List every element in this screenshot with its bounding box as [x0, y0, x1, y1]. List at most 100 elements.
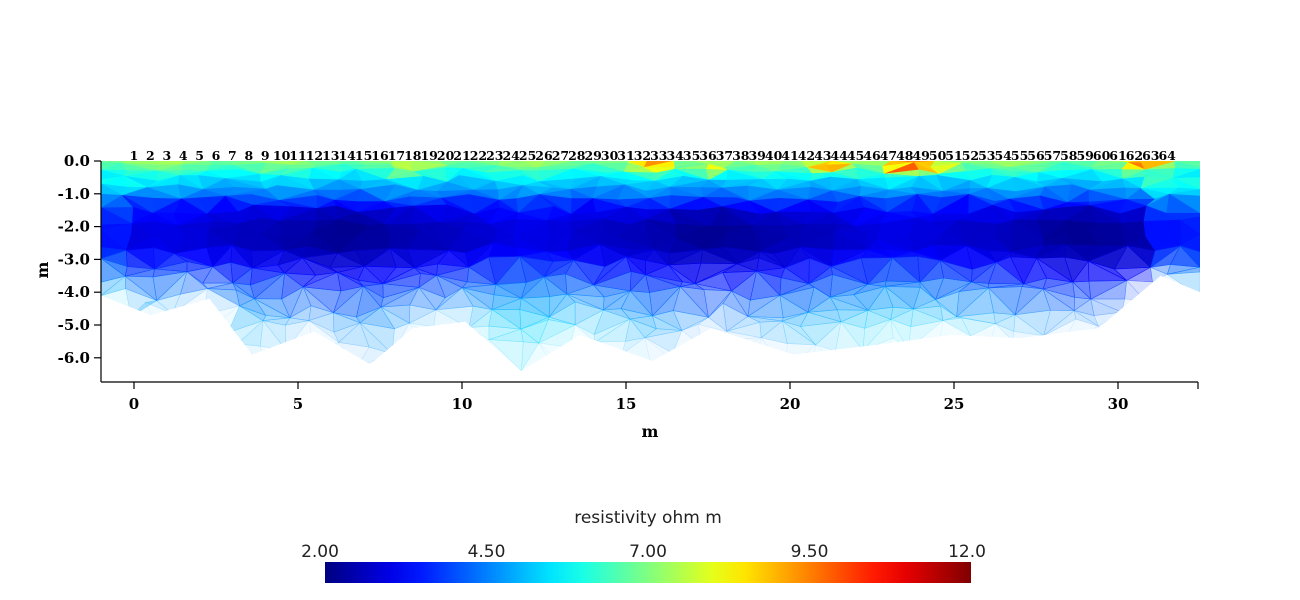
mesh-cell [707, 302, 728, 332]
colorbar-tick-label: 4.50 [468, 542, 506, 562]
electrode-label: 45 [847, 148, 864, 163]
mesh-cell [1035, 345, 1062, 361]
mesh-cell [747, 316, 783, 323]
mesh-cell [747, 316, 784, 322]
electrode-label: 4 [179, 148, 188, 163]
mesh-cell [1065, 357, 1103, 371]
mesh-cell [1120, 347, 1148, 363]
mesh-cell [913, 305, 944, 321]
mesh-cell [434, 287, 474, 311]
mesh-cell [308, 320, 339, 343]
x-tick-label: 30 [1108, 395, 1129, 413]
mesh-cell [1014, 309, 1051, 337]
mesh-cell [884, 286, 921, 310]
mesh-cell [781, 312, 809, 322]
electrode-label: 27 [552, 148, 569, 163]
mesh-cell [380, 306, 411, 330]
electrode-label: 3 [162, 148, 171, 163]
electrode-label: 21 [453, 148, 470, 163]
mesh-cell [620, 290, 654, 317]
mesh-cell [338, 322, 370, 348]
mesh-cell [1172, 321, 1201, 344]
mesh-cell [1043, 310, 1077, 336]
mesh-cell [200, 353, 229, 371]
mesh-cell [101, 275, 126, 297]
mesh-cell [262, 315, 290, 322]
mesh-cell [385, 357, 424, 371]
mesh-cell [417, 357, 435, 371]
mesh-cell [1035, 345, 1068, 366]
mesh-cell [417, 341, 447, 358]
mesh-cell [1012, 340, 1045, 360]
mesh-cell [515, 370, 548, 371]
mesh-cell [468, 305, 493, 329]
electrode-label: 54 [994, 148, 1012, 163]
mesh-cell [644, 328, 682, 338]
electrode-label: 64 [1158, 148, 1176, 163]
mesh-cell [907, 348, 939, 356]
mesh-cell [566, 293, 604, 311]
mesh-cell [1011, 339, 1037, 371]
x-axis-label: m [642, 422, 659, 441]
mesh-cell [259, 345, 287, 363]
mesh-cell [537, 324, 576, 348]
electrode-label: 34 [666, 148, 684, 163]
mesh-cell [851, 356, 890, 371]
mesh-cell [651, 310, 683, 332]
mesh-cell [157, 328, 180, 351]
electrode-label: 40 [765, 148, 783, 163]
mesh-cell [435, 274, 463, 299]
mesh-cell [538, 319, 577, 344]
mesh-cell [307, 342, 339, 359]
mesh-cell [908, 348, 939, 354]
mesh-cell [462, 339, 490, 358]
electrode-label: 30 [601, 148, 619, 163]
mesh-cell [288, 305, 312, 321]
mesh-cell [491, 309, 522, 330]
mesh-cell [1149, 304, 1180, 333]
mesh-cell [172, 313, 212, 328]
mesh-cell [568, 341, 596, 371]
mesh-cell [594, 340, 626, 355]
mesh-cell [782, 320, 816, 346]
mesh-cell [308, 312, 335, 333]
mesh-cell [1101, 357, 1130, 371]
mesh-cell [1061, 346, 1103, 359]
mesh-cell [1090, 298, 1124, 317]
mesh-cell [730, 351, 758, 371]
mesh-cell [1178, 303, 1201, 323]
mesh-cell [285, 349, 315, 359]
mesh-cell [1036, 358, 1068, 371]
mesh-cell [959, 358, 997, 371]
mesh-cell [730, 337, 762, 360]
mesh-cell [851, 356, 879, 371]
mesh-cell [1121, 328, 1154, 350]
mesh-cell [877, 355, 912, 371]
electrode-label: 33 [650, 148, 667, 163]
mesh-cell [445, 342, 474, 358]
mesh-cell [289, 286, 312, 319]
electrode-label: 20 [437, 148, 455, 163]
mesh-cell [910, 308, 944, 328]
mesh-cell [101, 365, 127, 371]
mesh-cell [785, 343, 817, 371]
mesh-cell [760, 320, 788, 344]
mesh-cell [177, 349, 203, 363]
colorbar-tick-labels: 2.00 4.50 7.00 9.50 12.0 [301, 542, 986, 562]
mesh-cell [150, 349, 180, 368]
mesh-cell [101, 339, 130, 370]
mesh-cell [698, 345, 732, 362]
mesh-cell [575, 324, 596, 343]
mesh-cell [937, 335, 972, 360]
mesh-cell [866, 306, 894, 320]
mesh-cell [620, 308, 653, 320]
mesh-cell [101, 275, 126, 296]
mesh-cell [101, 257, 126, 283]
mesh-cell [722, 290, 749, 318]
mesh-cell [568, 341, 597, 371]
mesh-cell [993, 312, 1017, 325]
mesh-cell [408, 322, 447, 347]
mesh-cell [652, 367, 682, 371]
mesh-cell [835, 366, 853, 371]
mesh-cell [937, 335, 971, 355]
